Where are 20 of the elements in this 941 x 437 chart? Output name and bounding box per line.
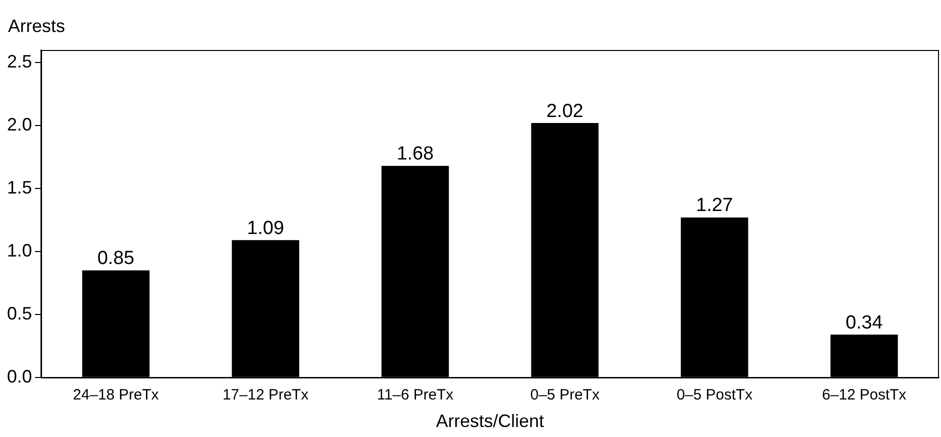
y-tick-label: 0.5 <box>6 303 32 324</box>
y-tick-label: 1.5 <box>6 177 32 198</box>
x-tick-label: 17–12 PreTx <box>222 386 309 404</box>
data-label: 1.27 <box>696 195 733 216</box>
x-tick-label: 6–12 PostTx <box>822 386 907 404</box>
data-label: 0.34 <box>846 312 884 334</box>
y-axis-title: Arrests <box>8 16 66 36</box>
x-axis-title: Arrests/Client <box>436 411 544 432</box>
x-tick-label: 24–18 PreTx <box>72 386 160 404</box>
y-tick-label: 0.0 <box>6 366 32 386</box>
data-label: 1.09 <box>247 218 284 239</box>
data-label: 0.85 <box>97 248 134 270</box>
x-tick-label: 0–5 PostTx <box>676 386 753 404</box>
y-tick-label: 2.0 <box>6 114 32 135</box>
y-tick-label: 1.0 <box>6 240 32 260</box>
x-tick-label: 11–6 PreTx <box>376 386 454 404</box>
y-tick-label: 2.5 <box>6 52 32 72</box>
data-label: 2.02 <box>546 100 584 122</box>
x-tick-label: 0–5 PreTx <box>530 386 600 404</box>
data-label: 1.68 <box>396 144 434 165</box>
